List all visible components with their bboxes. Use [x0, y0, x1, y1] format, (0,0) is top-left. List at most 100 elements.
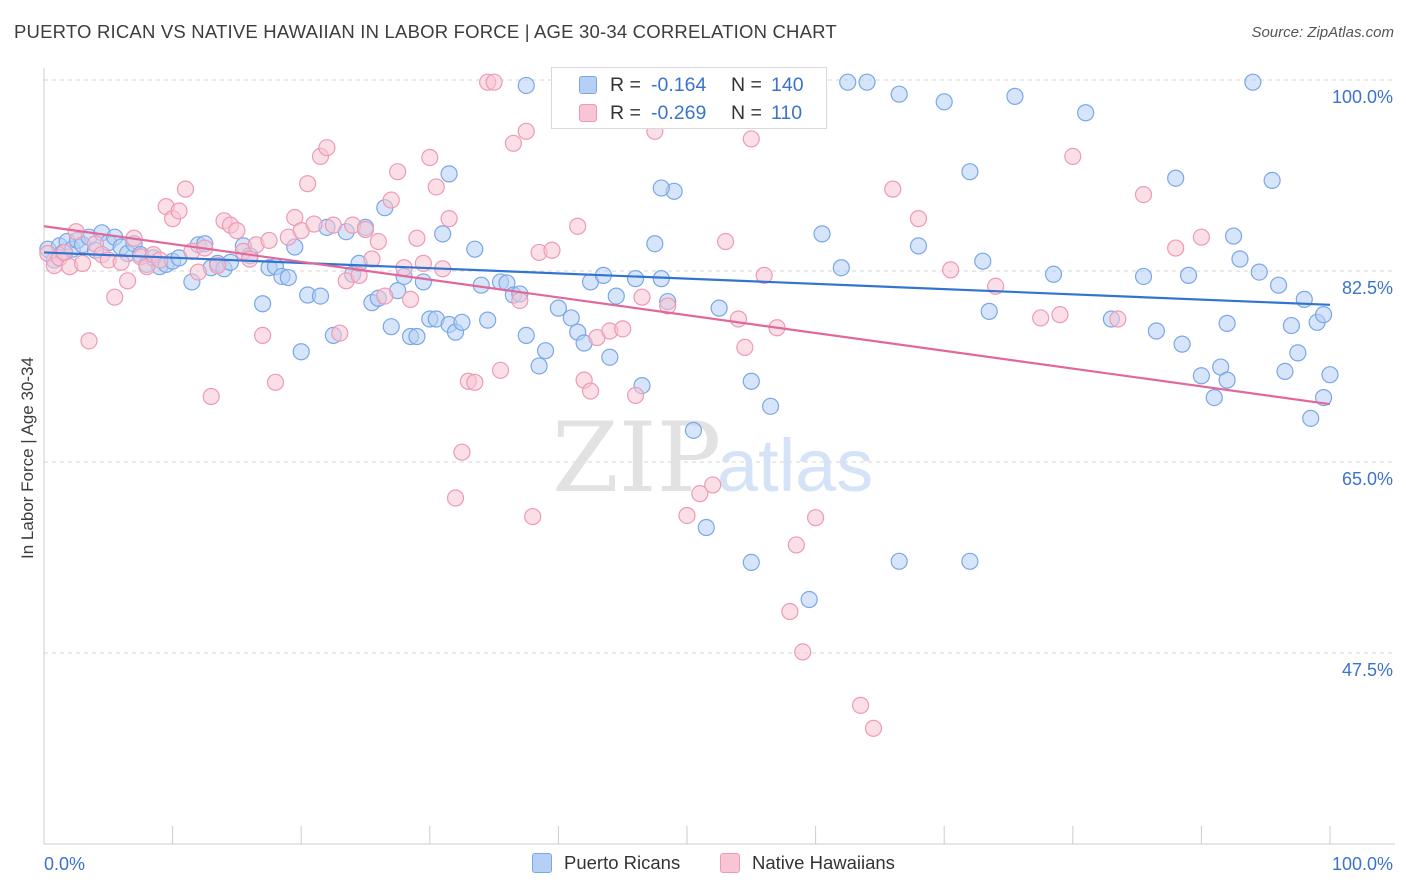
point-puerto-ricans: [697, 518, 715, 537]
point-puerto-ricans: [517, 76, 535, 95]
point-native-hawaiians: [106, 288, 124, 306]
point-puerto-ricans: [1205, 389, 1223, 407]
point-native-hawaiians: [401, 290, 420, 308]
point-puerto-ricans: [479, 311, 497, 329]
point-puerto-ricans: [761, 397, 780, 415]
point-native-hawaiians: [742, 130, 760, 148]
watermark: ZIP atlas: [552, 402, 873, 514]
point-native-hawaiians: [491, 361, 510, 379]
point-puerto-ricans: [382, 318, 400, 336]
point-native-hawaiians: [1134, 186, 1153, 204]
point-native-hawaiians: [1064, 147, 1082, 165]
point-native-hawaiians: [118, 272, 137, 290]
point-puerto-ricans: [1250, 263, 1268, 281]
point-native-hawaiians: [614, 320, 632, 338]
point-native-hawaiians: [446, 489, 465, 507]
point-native-hawaiians: [485, 73, 503, 91]
point-puerto-ricans: [626, 270, 645, 288]
trend-lines: [43, 225, 1331, 406]
n-label: N =: [731, 102, 762, 124]
point-native-hawaiians: [80, 332, 98, 350]
point-native-hawaiians: [440, 210, 458, 228]
point-native-hawaiians: [704, 476, 722, 494]
point-puerto-ricans: [254, 295, 272, 313]
point-native-hawaiians: [254, 326, 272, 344]
point-puerto-ricans: [652, 179, 670, 197]
point-native-hawaiians: [1167, 239, 1185, 257]
point-native-hawaiians: [427, 178, 445, 196]
point-puerto-ricans: [311, 287, 330, 305]
n-value-blue: 140: [771, 74, 804, 96]
point-puerto-ricans: [839, 73, 857, 91]
series-puerto-ricans: [39, 73, 1339, 609]
point-puerto-ricans: [858, 73, 876, 91]
point-native-hawaiians: [524, 507, 542, 526]
point-native-hawaiians: [176, 180, 195, 198]
x-tick-label: 100.0%: [1332, 854, 1393, 874]
y-tick-label: 100.0%: [1332, 87, 1393, 107]
point-puerto-ricans: [1044, 265, 1063, 283]
point-puerto-ricans: [517, 326, 535, 344]
puerto-ricans-swatch: [532, 853, 552, 873]
point-puerto-ricans: [935, 93, 953, 111]
point-native-hawaiians: [324, 216, 342, 234]
point-puerto-ricans: [562, 309, 580, 327]
point-puerto-ricans: [1314, 306, 1333, 324]
point-puerto-ricans: [466, 240, 484, 258]
point-native-hawaiians: [1109, 310, 1127, 328]
stats-row-blue: R = -0.164 N = 140: [552, 73, 826, 99]
legend-label-puerto-ricans: Puerto Ricans: [564, 852, 681, 873]
point-native-hawaiians: [543, 241, 561, 259]
point-native-hawaiians: [356, 220, 375, 239]
point-puerto-ricans: [607, 287, 625, 305]
point-native-hawaiians: [691, 485, 709, 503]
point-native-hawaiians: [511, 291, 529, 310]
point-puerto-ricans: [1244, 73, 1262, 91]
point-puerto-ricans: [1179, 266, 1198, 284]
r-label: R =: [610, 102, 641, 124]
point-puerto-ricans: [536, 342, 555, 360]
point-native-hawaiians: [421, 148, 439, 167]
point-native-hawaiians: [266, 373, 285, 391]
blue-swatch: [579, 76, 597, 94]
r-label: R =: [610, 74, 641, 96]
point-puerto-ricans: [646, 235, 664, 253]
point-puerto-ricans: [890, 552, 908, 570]
point-puerto-ricans: [1276, 362, 1294, 381]
point-native-hawaiians: [363, 250, 381, 268]
point-native-hawaiians: [202, 387, 220, 406]
point-native-hawaiians: [331, 324, 349, 342]
point-puerto-ricans: [1218, 371, 1236, 389]
native-hawaiians-swatch: [720, 853, 740, 873]
pink-swatch: [579, 104, 597, 122]
point-puerto-ricans: [440, 165, 458, 183]
point-puerto-ricans: [292, 343, 310, 361]
point-native-hawaiians: [189, 263, 207, 281]
y-tick-label: 65.0%: [1342, 469, 1393, 489]
point-native-hawaiians: [382, 191, 400, 209]
point-puerto-ricans: [813, 225, 831, 243]
point-puerto-ricans: [742, 372, 760, 390]
point-native-hawaiians: [209, 256, 227, 275]
point-native-hawaiians: [1051, 306, 1069, 324]
point-puerto-ricans: [742, 553, 760, 572]
point-puerto-ricans: [684, 421, 703, 439]
point-native-hawaiians: [781, 602, 799, 621]
point-puerto-ricans: [961, 552, 979, 570]
point-native-hawaiians: [453, 443, 471, 461]
point-native-hawaiians: [408, 229, 426, 247]
y-tick-labels: 47.5% 65.0% 82.5% 100.0%: [1332, 87, 1393, 680]
point-native-hawaiians: [369, 232, 387, 251]
point-native-hawaiians: [305, 215, 323, 233]
point-native-hawaiians: [260, 231, 278, 250]
point-native-hawaiians: [716, 232, 735, 251]
point-native-hawaiians: [389, 163, 407, 181]
point-puerto-ricans: [453, 313, 471, 331]
point-puerto-ricans: [1289, 344, 1307, 362]
point-native-hawaiians: [787, 536, 805, 554]
point-puerto-ricans: [1006, 87, 1024, 105]
axes: [43, 68, 1395, 845]
point-puerto-ricans: [1134, 267, 1153, 286]
point-native-hawaiians: [318, 139, 336, 157]
n-label: N =: [731, 74, 762, 96]
